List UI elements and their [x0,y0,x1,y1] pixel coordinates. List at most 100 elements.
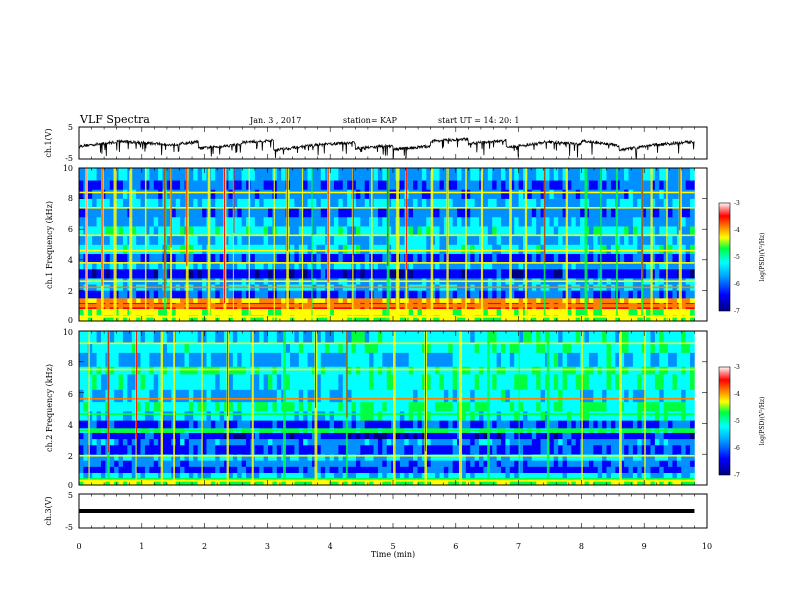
spectrogram-cell [188,374,194,390]
spectrogram-cell [87,444,93,455]
spectrogram-cell [523,331,528,344]
spectrogram-cell [237,331,242,344]
spectrogram-cell [153,389,159,403]
spectrogram-cell [188,454,194,461]
spectrogram-cell [355,189,361,199]
spectrogram-cell [316,454,322,461]
spectrogram-cell [188,180,194,190]
spectrogram-cell [654,262,660,270]
spectrogram-cell [290,444,295,455]
spectrogram-cell [562,308,568,316]
spectrogram-cell [562,226,568,236]
spectrogram-cell [347,420,352,429]
spectrogram-cell [417,454,423,461]
spectrogram-cell [316,290,322,299]
spectrogram-cell [268,262,273,270]
spectrogram-cell [311,478,317,486]
spectrogram-cell [540,438,546,446]
spectrogram-cell [470,314,475,322]
spectrogram-cell [241,314,247,322]
spectrogram-cell [439,389,445,403]
spectrogram-cell [470,198,475,209]
spectrogram-cell [237,374,242,390]
spectrogram-cell [443,180,449,190]
spectrogram-cell [566,226,572,236]
spectrogram-cell [496,198,502,209]
spectrogram-cell [628,235,634,245]
spectrogram-cell [333,389,339,403]
spectrogram-cell [333,253,339,264]
spectrogram-cell [355,411,361,421]
spectrogram-cell [109,168,115,181]
spectrogram-cell [505,352,511,367]
spectrogram-cell [386,472,392,480]
spectrogram-cell [465,226,471,236]
spectrogram-cell [224,262,229,270]
spectrogram-cell [263,314,269,322]
spectrogram-cell [268,438,273,446]
sferic-burst-core [186,168,188,267]
ch1-spectrogram-ylabel: ch.1 Frequency (kHz) [45,201,54,289]
spectrogram-cell [166,168,172,181]
spectrogram-cell [122,244,128,254]
spectrogram-cell [435,466,440,473]
spectrogram-cell [114,374,119,390]
spectrogram-cell [452,198,458,209]
spectrogram-cell [461,168,467,181]
spectrogram-cell [109,262,115,270]
spectrogram-cell [153,180,159,190]
spectrogram-cell [461,189,467,199]
spectrogram-cell [501,432,506,440]
spectrogram-cell [210,411,216,421]
spectrogram-cell [540,244,546,254]
spectrogram-cell [268,314,273,322]
spectrogram-cell [430,343,436,353]
spectrogram-cell [659,253,664,264]
spectrogram-cell [162,366,168,375]
spectrogram-cell [624,298,629,303]
spectrogram-cell [105,253,111,264]
spectrogram-cell [237,235,242,245]
spectrogram-cell [162,352,168,367]
spectrogram-cell [311,253,317,264]
spectrogram-cell [632,290,638,299]
spectrogram-cell [285,432,291,440]
spectrogram-cell [188,466,194,473]
spectrogram-cell [281,262,286,270]
spectrogram-cell [224,198,229,209]
spectrogram-cell [562,189,568,199]
spectrogram-cell [426,352,431,367]
sferic-burst-core [233,168,235,234]
spectrogram-cell [470,460,475,467]
ch1-ytick-6: 6 [68,225,73,234]
spectrogram-cell [188,331,194,344]
spectrogram-cell [355,268,361,279]
spectrogram-cell [417,216,423,227]
spectrogram-cell [377,216,383,227]
spectrogram-cell [492,198,497,209]
spectrogram-cell [131,466,137,473]
spectrogram-cell [575,314,581,322]
spectrogram-cell [549,401,555,412]
station-label: station= KAP [343,116,398,125]
spectrogram-cell [483,235,489,245]
spectrogram-cell [474,438,480,446]
spectrogram-cell [351,454,357,461]
spectrogram-cell [140,460,146,467]
spectrogram-cell [606,226,612,236]
spectrogram-cell [606,308,612,316]
spectrogram-cell [193,207,198,218]
spectrogram-cell [109,207,115,218]
spectrogram-cell [228,411,234,421]
spectrogram-cell [523,401,528,412]
spectrogram-cell [386,343,392,353]
spectrogram-cell [439,235,445,245]
spectrogram-cell [395,472,401,480]
spectrogram-cell [237,298,242,303]
spectrogram-cell [558,460,563,467]
spectrogram-cell [158,253,163,264]
spectrogram-cell [122,168,128,181]
spectrogram-cell [430,432,436,440]
spectrogram-cell [355,314,361,322]
spectrogram-cell [421,466,427,473]
